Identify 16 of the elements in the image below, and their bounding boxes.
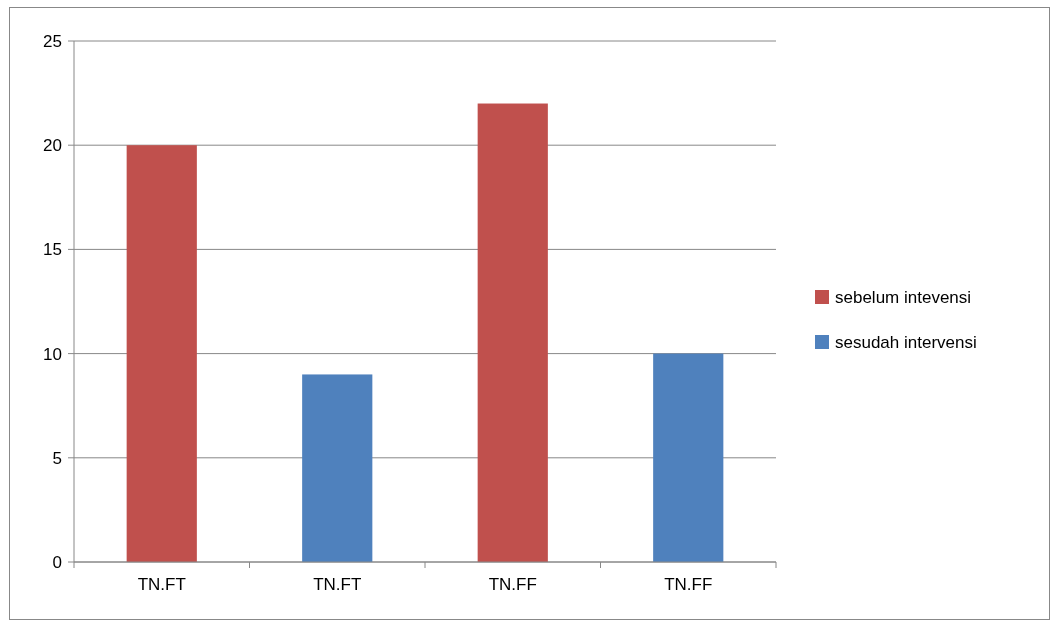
- bar: [126, 145, 197, 562]
- y-tick-label: 20: [43, 136, 62, 156]
- bar: [302, 374, 373, 562]
- y-tick-label: 25: [43, 31, 62, 51]
- x-tick-label: TN.FT: [137, 575, 186, 594]
- legend-label: sebelum intevensi: [835, 287, 972, 307]
- x-tick-label: TN.FT: [313, 575, 362, 594]
- y-tick-label: 15: [43, 240, 62, 260]
- legend-label: sesudah intervensi: [835, 332, 977, 352]
- y-tick-label: 10: [43, 344, 62, 364]
- x-tick-label: TN.FF: [488, 575, 537, 594]
- y-tick-label: 0: [52, 552, 62, 572]
- bar: [477, 103, 548, 562]
- bar: [653, 353, 724, 562]
- y-tick-label: 5: [52, 448, 62, 468]
- x-tick-label: TN.FF: [664, 575, 713, 594]
